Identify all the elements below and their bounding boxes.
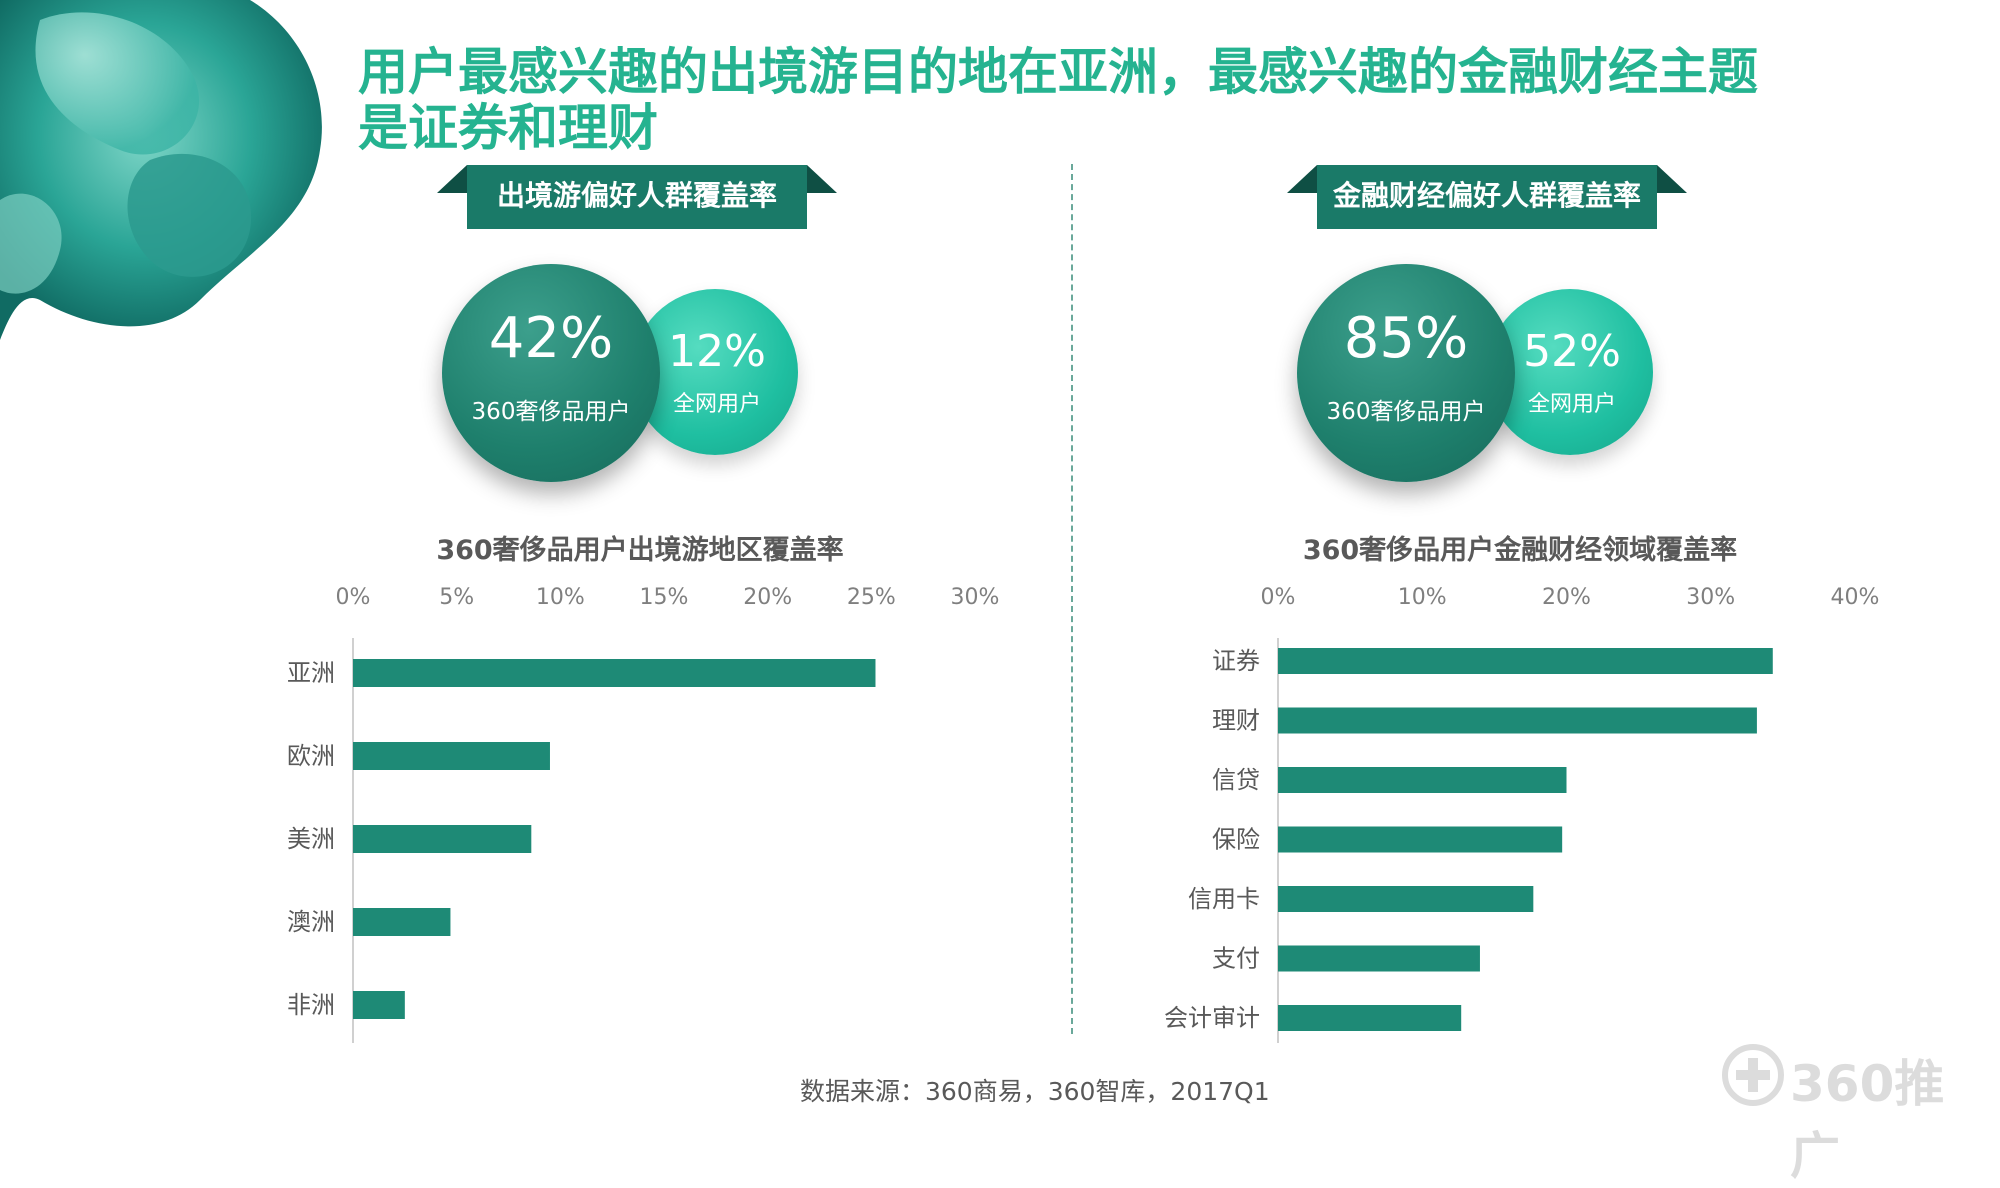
bar — [353, 825, 532, 853]
x-tick-label: 5% — [439, 585, 474, 610]
left-big-percentage: 42% — [488, 306, 614, 371]
x-tick-label: 40% — [1831, 585, 1880, 610]
left-coverage-bubbles: 42% 360奢侈品用户 12% 全网用户 — [442, 264, 842, 494]
bar — [1278, 886, 1534, 912]
left-chart-title: 360奢侈品用户出境游地区覆盖率 — [436, 535, 844, 566]
bar — [1278, 826, 1563, 853]
right-big-percentage: 85% — [1343, 306, 1469, 371]
category-label: 信用卡 — [1188, 885, 1260, 913]
right-small-label: 全网用户 — [1527, 392, 1616, 417]
x-tick-label: 20% — [1542, 585, 1591, 610]
category-label: 会计审计 — [1164, 1004, 1260, 1032]
right-ribbon-banner: 金融财经偏好人群覆盖率 — [1287, 165, 1687, 233]
x-tick-label: 0% — [336, 585, 371, 610]
category-label: 非洲 — [287, 991, 335, 1019]
category-label: 信贷 — [1212, 766, 1260, 794]
panel-divider — [1071, 164, 1073, 1034]
x-tick-label: 30% — [1686, 585, 1735, 610]
bar — [1278, 945, 1480, 972]
bar — [353, 908, 451, 936]
bar — [353, 659, 876, 687]
left-small-percentage: 12% — [668, 326, 766, 377]
left-big-bubble — [442, 264, 660, 482]
category-label: 保险 — [1212, 826, 1260, 854]
x-tick-label: 0% — [1261, 585, 1296, 610]
left-ribbon-label: 出境游偏好人群覆盖率 — [496, 179, 777, 212]
right-coverage-bubbles: 85% 360奢侈品用户 52% 全网用户 — [1297, 264, 1697, 494]
decorative-teal-shape — [0, 0, 322, 340]
left-ribbon-banner: 出境游偏好人群覆盖率 — [437, 165, 837, 233]
category-label: 理财 — [1212, 707, 1260, 735]
category-label: 澳洲 — [287, 908, 335, 936]
data-source-note: 数据来源：360商易，360智库，2017Q1 — [800, 1077, 1270, 1106]
x-tick-label: 25% — [847, 585, 896, 610]
brand-logo: 360推广 — [1720, 1040, 1990, 1185]
right-ribbon-label: 金融财经偏好人群覆盖率 — [1332, 179, 1641, 212]
category-label: 美洲 — [287, 825, 335, 853]
plus-circle-icon — [1722, 1044, 1784, 1106]
x-tick-label: 20% — [743, 585, 792, 610]
logo-text: 360推广 — [1790, 1055, 1945, 1185]
category-label: 欧洲 — [287, 742, 335, 770]
left-big-label: 360奢侈品用户 — [471, 399, 631, 425]
x-tick-label: 30% — [951, 585, 1000, 610]
bar — [1278, 767, 1567, 793]
category-label: 证券 — [1212, 647, 1260, 675]
right-big-label: 360奢侈品用户 — [1326, 399, 1486, 425]
bar — [1278, 1005, 1462, 1031]
right-chart-title: 360奢侈品用户金融财经领域覆盖率 — [1302, 535, 1738, 566]
right-big-bubble — [1297, 264, 1515, 482]
bar — [353, 742, 550, 770]
category-label: 亚洲 — [287, 659, 335, 687]
right-small-percentage: 52% — [1523, 326, 1621, 377]
category-label: 支付 — [1212, 945, 1260, 973]
x-tick-label: 10% — [536, 585, 585, 610]
page-title: 用户最感兴趣的出境游目的地在亚洲，最感兴趣的金融财经主题是证券和理财 — [358, 43, 1758, 157]
bar — [353, 991, 405, 1019]
bar — [1278, 648, 1773, 674]
x-tick-label: 15% — [640, 585, 689, 610]
left-small-label: 全网用户 — [672, 392, 761, 417]
x-tick-label: 10% — [1398, 585, 1447, 610]
bar — [1278, 707, 1757, 734]
